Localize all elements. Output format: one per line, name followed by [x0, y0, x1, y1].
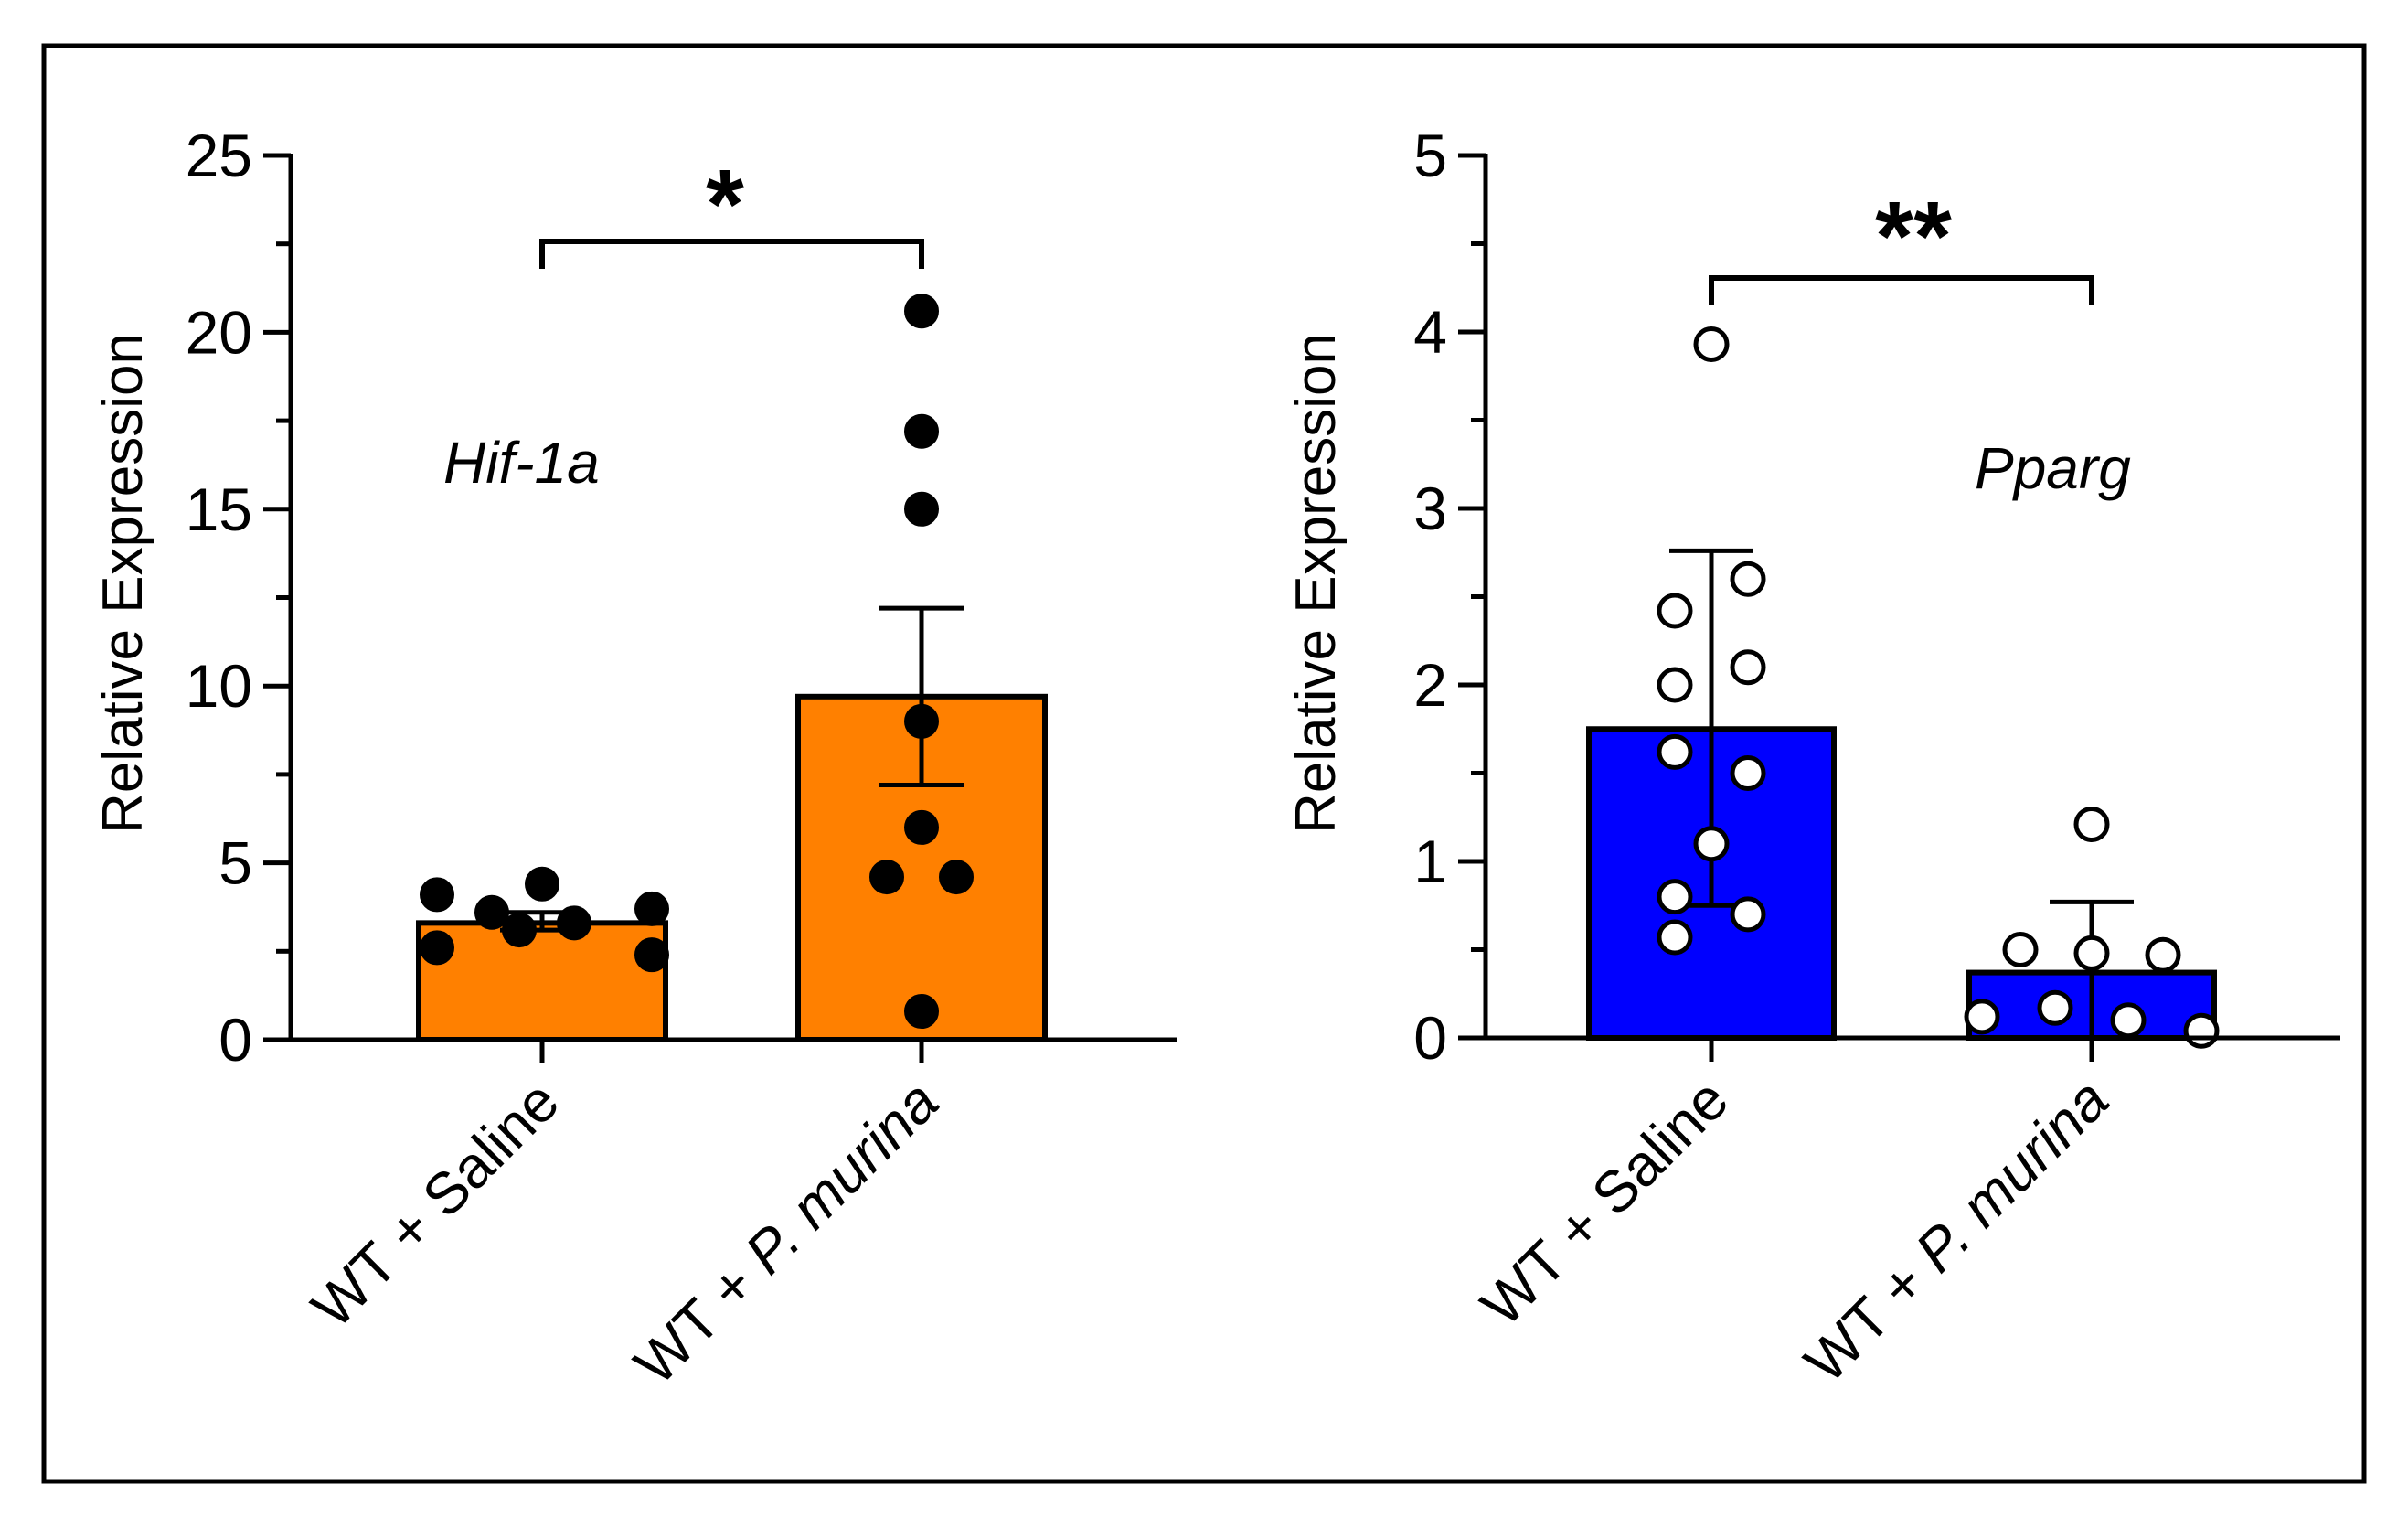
data-point	[939, 860, 974, 895]
data-point	[1730, 755, 1766, 791]
gene-annotation: Pparg	[1975, 435, 2131, 501]
data-point	[525, 866, 559, 902]
data-point	[1657, 733, 1693, 770]
data-point	[634, 891, 669, 926]
gene-annotation: Hif-1a	[443, 430, 600, 496]
y-tick-label: 10	[186, 652, 252, 720]
data-point	[904, 294, 939, 329]
significance-marker: **	[1875, 180, 1952, 291]
data-point	[420, 877, 454, 913]
y-tick-label: 0	[1413, 1004, 1447, 1072]
x-category-label: WT + Saline	[1468, 1066, 1741, 1339]
data-point	[904, 491, 939, 527]
data-point	[1657, 667, 1693, 703]
y-tick-label: 25	[186, 122, 252, 189]
data-point	[869, 860, 904, 895]
data-point	[1693, 326, 1730, 363]
y-axis-title: Relative Expression	[1284, 333, 1348, 834]
data-point	[1964, 999, 2000, 1035]
x-category-label: WT + P. murina	[622, 1068, 951, 1397]
data-point	[904, 413, 939, 449]
category-name: Saline	[410, 1068, 571, 1230]
y-tick-label: 5	[1413, 122, 1447, 189]
y-tick-label: 0	[218, 1006, 252, 1074]
x-category-label: WT + P. murina	[1792, 1066, 2121, 1395]
data-point	[1657, 593, 1693, 629]
data-point	[1657, 879, 1693, 915]
significance-bracket	[539, 239, 924, 269]
data-point	[904, 994, 939, 1030]
data-point	[557, 905, 591, 941]
data-point	[904, 809, 939, 845]
y-tick-label: 15	[186, 475, 252, 543]
data-point	[2110, 1002, 2147, 1039]
data-point	[1693, 826, 1730, 862]
data-point	[2002, 932, 2039, 967]
y-axis-title: Relative Expression	[91, 333, 154, 834]
category-name: P. murina	[732, 1068, 951, 1287]
y-tick-label: 20	[186, 298, 252, 366]
y-tick-label: 2	[1413, 651, 1447, 719]
y-tick-label: 5	[218, 829, 252, 897]
y-tick-label: 1	[1413, 828, 1447, 895]
data-point	[634, 937, 669, 973]
data-point	[420, 930, 454, 966]
data-point	[2073, 806, 2110, 842]
significance-bracket	[1709, 275, 2094, 305]
data-point	[1730, 896, 1766, 933]
data-point	[1730, 649, 1766, 686]
data-point	[2145, 936, 2181, 973]
data-point	[2073, 935, 2110, 971]
bar-saline	[416, 920, 668, 1043]
y-tick-label: 4	[1413, 298, 1447, 366]
y-tick-label: 3	[1413, 475, 1447, 542]
data-point	[1657, 919, 1693, 956]
data-point	[502, 913, 537, 948]
data-point	[2183, 1012, 2220, 1049]
category-name: P. murina	[1902, 1066, 2121, 1285]
x-category-label: WT + Saline	[299, 1068, 571, 1341]
data-point	[474, 894, 509, 930]
category-name: Saline	[1579, 1066, 1741, 1228]
figure-frame	[41, 43, 2367, 1484]
data-point	[904, 703, 939, 739]
data-point	[2037, 989, 2073, 1026]
data-point	[1730, 561, 1766, 597]
